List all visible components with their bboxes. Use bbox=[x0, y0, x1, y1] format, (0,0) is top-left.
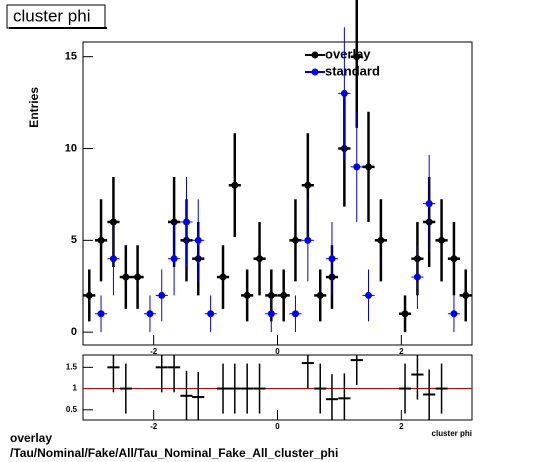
data-point bbox=[447, 221, 461, 296]
y-tick-label: 1 bbox=[73, 384, 78, 393]
marker bbox=[231, 181, 239, 189]
data-point bbox=[289, 295, 302, 333]
marker bbox=[340, 89, 348, 97]
marker bbox=[97, 236, 105, 244]
data-point bbox=[301, 199, 314, 282]
data-point bbox=[131, 245, 144, 309]
legend-marker bbox=[311, 51, 319, 59]
marker bbox=[267, 310, 275, 318]
x-tick-label: 0 bbox=[275, 422, 280, 431]
x-tick-label: -2 bbox=[150, 422, 158, 431]
y-tick-label: 0 bbox=[71, 326, 77, 338]
legend-label: overlay bbox=[325, 46, 371, 61]
y-tick-label: 0.5 bbox=[66, 405, 78, 414]
marker bbox=[256, 255, 264, 263]
legend-marker bbox=[311, 68, 319, 76]
data-point bbox=[168, 221, 181, 296]
marker bbox=[353, 163, 361, 171]
data-point bbox=[204, 295, 217, 333]
data-point bbox=[362, 269, 375, 322]
data-point bbox=[325, 221, 339, 296]
marker bbox=[377, 236, 385, 244]
marker bbox=[304, 236, 312, 244]
legend-label: standard bbox=[325, 63, 380, 78]
chart-title: cluster phi bbox=[13, 6, 90, 25]
marker bbox=[462, 291, 470, 299]
marker bbox=[134, 273, 142, 281]
title-shadow bbox=[9, 27, 107, 29]
marker bbox=[401, 310, 409, 318]
footer-line: overlay bbox=[10, 431, 52, 445]
data-point bbox=[447, 295, 461, 333]
y-axis-label: Entries bbox=[27, 87, 41, 128]
marker bbox=[97, 310, 105, 318]
marker bbox=[353, 53, 361, 61]
data-point bbox=[119, 245, 132, 309]
marker bbox=[450, 310, 458, 318]
data-point bbox=[362, 111, 375, 222]
data-point bbox=[350, 111, 363, 222]
plot-frame bbox=[82, 41, 473, 346]
data-point bbox=[228, 133, 241, 238]
data-point bbox=[350, 0, 363, 128]
data-point bbox=[180, 176, 193, 267]
y-tick-label: 5 bbox=[71, 234, 77, 246]
marker bbox=[194, 236, 202, 244]
marker bbox=[365, 163, 373, 171]
data-point bbox=[314, 269, 327, 322]
marker bbox=[280, 291, 288, 299]
marker bbox=[438, 236, 446, 244]
marker bbox=[109, 255, 117, 263]
y-tick-label: 1.5 bbox=[66, 362, 78, 371]
marker bbox=[146, 310, 154, 318]
y-tick-label: 10 bbox=[65, 142, 77, 154]
data-point bbox=[241, 269, 254, 322]
x-tick-label: 2 bbox=[399, 347, 404, 356]
data-point bbox=[94, 295, 108, 333]
data-point bbox=[265, 295, 278, 333]
marker bbox=[304, 181, 312, 189]
data-point bbox=[411, 245, 424, 309]
data-point bbox=[94, 199, 108, 282]
y-tick-label: 15 bbox=[65, 51, 77, 63]
x-tick-label: 0 bbox=[275, 347, 280, 356]
marker bbox=[328, 255, 336, 263]
data-point bbox=[155, 269, 168, 322]
data-point bbox=[374, 199, 387, 282]
x-tick-label: -2 bbox=[150, 347, 158, 356]
data-point bbox=[398, 295, 412, 333]
marker bbox=[413, 273, 421, 281]
marker bbox=[291, 236, 299, 244]
marker bbox=[85, 291, 93, 299]
data-point bbox=[216, 245, 230, 309]
data-point bbox=[459, 269, 472, 322]
data-point bbox=[277, 269, 290, 322]
marker bbox=[170, 255, 178, 263]
data-point bbox=[423, 155, 436, 253]
marker bbox=[243, 291, 251, 299]
marker bbox=[316, 291, 324, 299]
data-point bbox=[253, 221, 266, 296]
data-point bbox=[338, 27, 351, 160]
data-point bbox=[143, 295, 157, 333]
marker bbox=[182, 218, 190, 226]
marker bbox=[425, 200, 433, 208]
marker bbox=[219, 273, 227, 281]
data-point bbox=[435, 199, 448, 282]
marker bbox=[291, 310, 299, 318]
marker bbox=[365, 291, 373, 299]
marker bbox=[122, 273, 130, 281]
marker bbox=[158, 291, 166, 299]
data-point bbox=[192, 199, 205, 282]
data-point bbox=[83, 269, 96, 322]
x-tick-label: 2 bbox=[399, 422, 404, 431]
footer-path: /Tau/Nominal/Fake/All/Tau_Nominal_Fake_A… bbox=[10, 446, 338, 460]
data-point bbox=[107, 221, 120, 296]
x-axis-label: cluster phi bbox=[432, 429, 472, 438]
marker bbox=[450, 255, 458, 263]
marker bbox=[207, 310, 215, 318]
data-point bbox=[289, 199, 302, 282]
